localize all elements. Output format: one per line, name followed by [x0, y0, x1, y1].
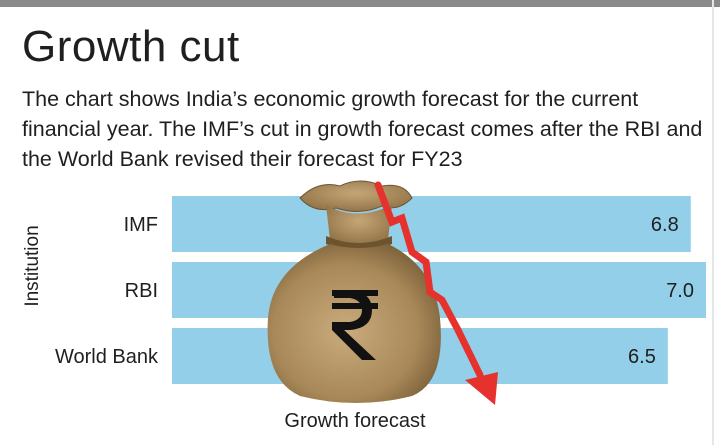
right-border: [712, 0, 714, 445]
x-axis-label: Growth forecast: [284, 410, 426, 432]
category-label: World Bank: [55, 346, 159, 368]
value-label: 6.8: [651, 214, 679, 236]
label-group: IMF 6.8 RBI 7.0 World Bank 6.5: [55, 214, 694, 368]
bar-rbi: [172, 262, 706, 318]
top-rule: [0, 0, 720, 7]
category-label: RBI: [125, 280, 158, 302]
illustration: [267, 180, 498, 405]
bar-imf: [172, 196, 691, 252]
category-label: IMF: [124, 214, 158, 236]
falling-arrow-icon: [374, 181, 498, 405]
rupee-icon: [332, 290, 378, 360]
chart-title: Growth cut: [22, 22, 240, 71]
value-label: 7.0: [666, 280, 694, 302]
value-label: 6.5: [628, 346, 656, 368]
chart-subtitle: The chart shows India’s economic growth …: [22, 87, 703, 171]
